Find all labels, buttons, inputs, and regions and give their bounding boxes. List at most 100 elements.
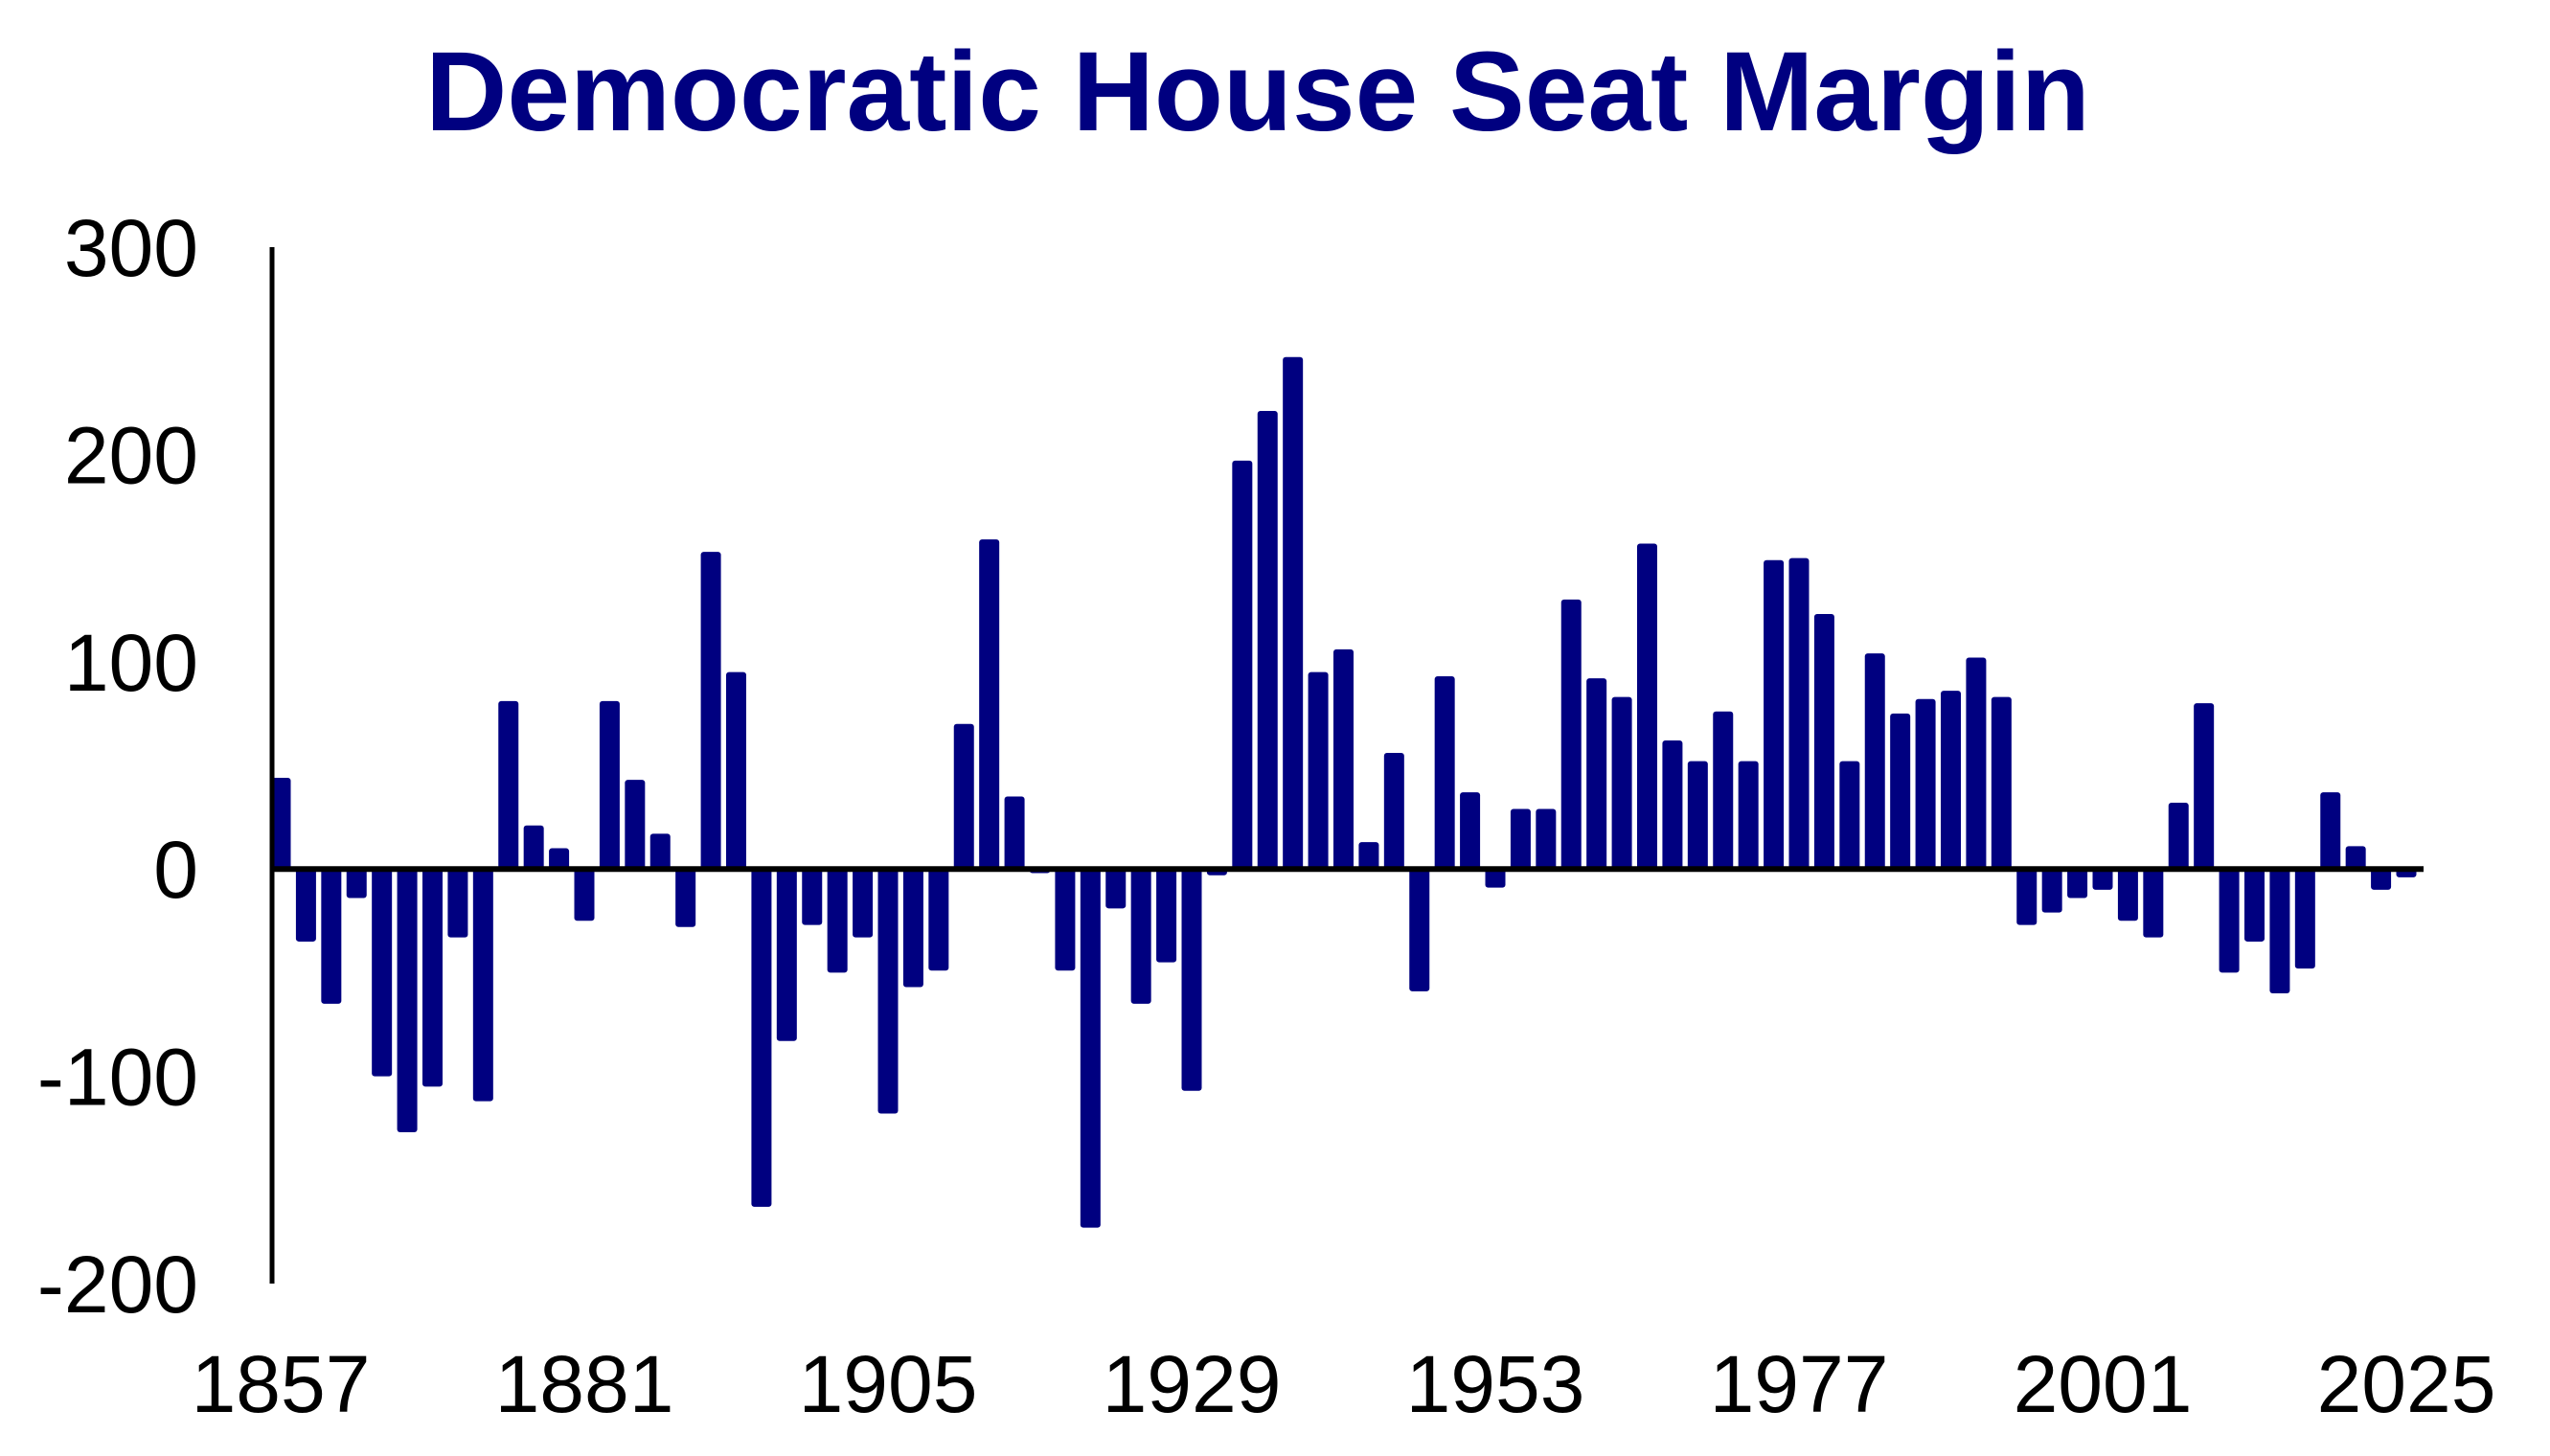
y-tick-label: 300 (64, 203, 198, 293)
bar-1905 (877, 869, 899, 1114)
bar-1875 (498, 700, 519, 870)
bar-1889 (675, 869, 696, 927)
x-axis-tick-labels: 1857 1881 1905 1929 1953 1977 2001 2025 (192, 1339, 2496, 1429)
bar-1989 (1941, 691, 1961, 870)
bar-1877 (523, 825, 544, 870)
x-tick-label: 1857 (192, 1339, 371, 1429)
bar-1959 (1560, 599, 1582, 870)
bar-1857 (270, 777, 291, 870)
bar-1911 (953, 723, 974, 870)
bar-1955 (1510, 808, 1531, 870)
bar-1927 (1156, 869, 1177, 963)
y-tick-label: -200 (37, 1240, 198, 1330)
bar-2019 (2320, 792, 2341, 870)
bar-1887 (649, 833, 671, 870)
bar-1945 (1383, 753, 1404, 870)
x-tick-label: 1953 (1406, 1339, 1585, 1429)
bar-1913 (979, 539, 1000, 870)
bar-1969 (1687, 761, 1708, 870)
bar-1977 (1788, 557, 1810, 870)
bar-2017 (2294, 869, 2315, 969)
y-tick-label: 0 (153, 825, 198, 915)
bar-1923 (1105, 869, 1127, 909)
bar-2009 (2194, 703, 2215, 870)
bar-1903 (853, 869, 874, 938)
bar-1971 (1713, 711, 1734, 870)
bar-1953 (1485, 869, 1506, 888)
bar-1879 (549, 848, 570, 870)
bar-1939 (1308, 671, 1329, 870)
bars (270, 356, 2417, 1228)
bar-1873 (472, 869, 493, 1102)
bar-2013 (2244, 869, 2265, 942)
bar-1909 (928, 869, 949, 971)
bar-1961 (1586, 678, 1607, 870)
x-tick-label: 2001 (2014, 1339, 2193, 1429)
bar-1949 (1434, 675, 1455, 870)
bar-1933 (1232, 460, 1253, 870)
bar-1883 (599, 700, 620, 870)
bar-1867 (397, 869, 418, 1133)
bar-1859 (295, 869, 316, 942)
bar-1897 (776, 869, 797, 1041)
bar-1979 (1813, 614, 1834, 870)
bar-1951 (1460, 792, 1481, 870)
bar-1915 (1004, 796, 1025, 870)
bar-1919 (1055, 869, 1076, 971)
bar-1985 (1890, 713, 1911, 870)
chart-title: Democratic House Seat Margin (425, 29, 2090, 155)
bar-1983 (1864, 653, 1885, 870)
bar-1997 (2041, 869, 2062, 913)
bar-2003 (2117, 869, 2138, 921)
bar-2023 (2371, 869, 2392, 890)
bar-1929 (1181, 869, 1202, 1091)
bar-1895 (751, 869, 772, 1207)
x-tick-label: 2025 (2317, 1339, 2496, 1429)
x-tick-label: 1929 (1103, 1339, 1282, 1429)
bar-1937 (1283, 356, 1304, 870)
bar-2015 (2269, 869, 2290, 994)
bar-1993 (1991, 696, 2012, 870)
bar-1965 (1637, 543, 1657, 870)
bar-1947 (1409, 869, 1430, 991)
bar-1869 (422, 869, 443, 1087)
bar-1973 (1738, 761, 1759, 870)
bar-2001 (2092, 869, 2113, 890)
bar-1941 (1333, 648, 1354, 870)
bar-2011 (2219, 869, 2240, 973)
bar-1871 (447, 869, 468, 938)
bar-2007 (2168, 802, 2189, 870)
bar-1861 (321, 869, 342, 1004)
y-tick-label: 100 (64, 618, 198, 708)
bar-1943 (1358, 842, 1379, 870)
bar-2005 (2143, 869, 2164, 938)
bar-1925 (1130, 869, 1151, 1004)
bar-1891 (700, 552, 721, 870)
x-tick-label: 1977 (1710, 1339, 1889, 1429)
y-axis-tick-labels: 300 200 100 0 -100 -200 (37, 203, 198, 1330)
bar-1999 (2067, 869, 2088, 899)
bar-1935 (1257, 410, 1278, 870)
y-tick-label: -100 (37, 1033, 198, 1123)
bar-1885 (625, 780, 646, 870)
bar-1865 (372, 869, 393, 1077)
bar-1893 (726, 671, 746, 870)
bar-1967 (1662, 740, 1683, 870)
bar-1995 (2016, 869, 2038, 925)
bar-1963 (1611, 696, 1632, 870)
bar-1991 (1966, 657, 1987, 870)
bar-1975 (1764, 559, 1785, 870)
bar-1957 (1536, 808, 1557, 870)
bar-1921 (1080, 869, 1101, 1228)
x-tick-label: 1905 (799, 1339, 978, 1429)
bar-1987 (1915, 698, 1936, 870)
bar-1901 (827, 869, 848, 973)
bar-1881 (574, 869, 595, 921)
y-tick-label: 200 (64, 410, 198, 500)
bar-1863 (346, 869, 367, 899)
bar-1907 (902, 869, 923, 988)
bar-2021 (2345, 846, 2366, 870)
x-tick-label: 1881 (495, 1339, 674, 1429)
bar-1899 (802, 869, 823, 925)
